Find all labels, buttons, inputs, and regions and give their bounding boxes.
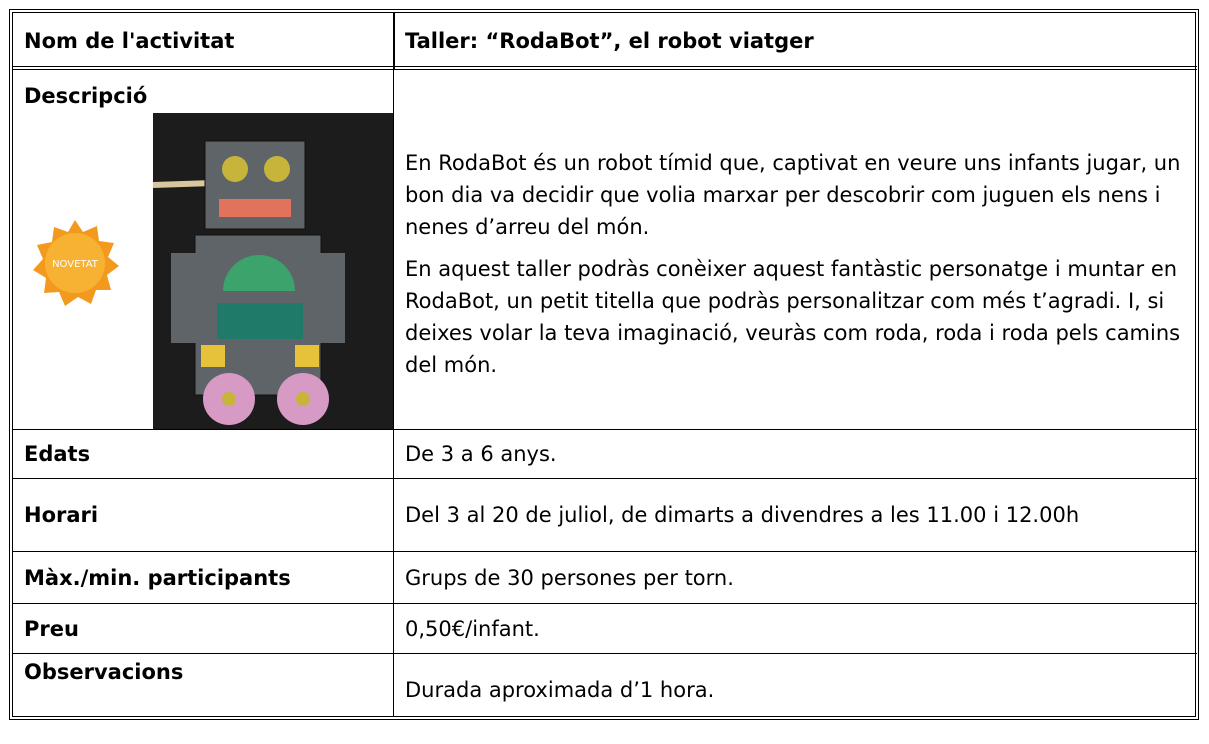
- row-label: Descripció: [24, 84, 148, 108]
- table-frame: [9, 9, 1199, 720]
- row-divider: [13, 66, 1197, 70]
- paragraph: En RodaBot és un robot tímid que, captiv…: [405, 151, 1181, 239]
- row-divider: [13, 653, 1197, 654]
- row-value: 0,50€/infant.: [405, 616, 540, 641]
- row-value: Del 3 al 20 de juliol, de dimarts a dive…: [405, 503, 1080, 527]
- row-divider: [13, 603, 1197, 604]
- row-divider: [13, 478, 1197, 479]
- col-divider: [393, 70, 394, 717]
- header-title: Taller: “RodaBot”, el robot viatger: [405, 28, 814, 53]
- row-divider: [13, 429, 1197, 430]
- col-divider: [393, 13, 395, 69]
- paragraph: En aquest taller podràs conèixer aquest …: [405, 257, 1181, 377]
- badge-text: NOVETAT: [52, 259, 99, 270]
- row-value: Durada aproximada d’1 hora.: [405, 678, 715, 702]
- description: En RodaBot és un robot tímid que, captiv…: [405, 147, 1190, 391]
- novetat-badge: NOVETAT: [33, 220, 119, 306]
- row-label: Horari: [24, 503, 99, 527]
- row-label: Màx./min. participants: [24, 565, 291, 590]
- row-label: Edats: [24, 442, 91, 466]
- row-label: Observacions: [24, 660, 184, 684]
- robot-photo: [153, 113, 393, 429]
- row-value: De 3 a 6 anys.: [405, 442, 557, 466]
- row-divider: [13, 551, 1197, 552]
- row-label: Preu: [24, 616, 79, 641]
- row-value: Grups de 30 persones per torn.: [405, 565, 734, 590]
- header-label: Nom de l'activitat: [24, 28, 235, 53]
